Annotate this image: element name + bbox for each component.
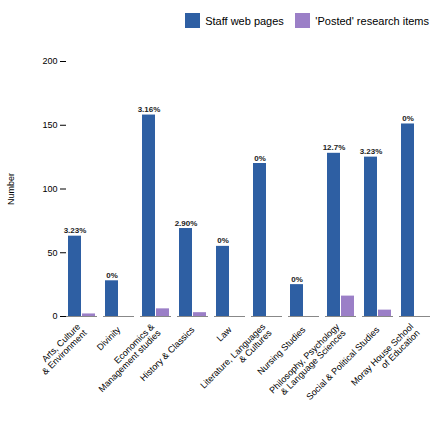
svg-text:2.90%: 2.90%	[175, 218, 198, 227]
svg-text:50: 50	[47, 247, 57, 257]
svg-text:12.7%: 12.7%	[323, 143, 346, 152]
svg-text:0%: 0%	[402, 113, 414, 122]
svg-text:0: 0	[52, 311, 57, 321]
svg-text:0%: 0%	[217, 236, 229, 245]
svg-text:100: 100	[42, 183, 57, 193]
svg-text:0%: 0%	[291, 274, 303, 283]
svg-text:Arts, Culture& Environment: Arts, Culture& Environment	[33, 321, 89, 377]
svg-text:0%: 0%	[254, 153, 266, 162]
svg-text:Divinity: Divinity	[95, 324, 123, 352]
svg-text:History & Classics: History & Classics	[138, 324, 197, 383]
svg-text:Social & Political Studies: Social & Political Studies	[304, 324, 382, 402]
svg-text:Economics &Management studies: Economics &Management studies	[90, 321, 163, 394]
svg-text:Philosophy, Psychology& Langua: Philosophy, Psychology& Language Science…	[267, 321, 348, 402]
svg-text:0%: 0%	[106, 270, 118, 279]
html-text:Staff web pages: Staff web pages	[205, 14, 284, 27]
svg-text:200: 200	[42, 56, 57, 66]
svg-text:Moray House Schoolof Education: Moray House Schoolof Education	[349, 321, 422, 394]
svg-text:Literature, Languages& Culture: Literature, Languages& Cultures	[198, 321, 274, 397]
svg-text:Law: Law	[215, 324, 234, 343]
html-text:'Posted' research items: 'Posted' research items	[315, 14, 429, 27]
svg-text:3.23%: 3.23%	[360, 147, 383, 156]
svg-text:Number: Number	[6, 172, 16, 204]
svg-text:150: 150	[42, 120, 57, 130]
svg-text:3.16%: 3.16%	[138, 105, 161, 114]
svg-text:Nursing Studies: Nursing Studies	[255, 324, 308, 377]
svg-text:3.23%: 3.23%	[64, 226, 87, 235]
